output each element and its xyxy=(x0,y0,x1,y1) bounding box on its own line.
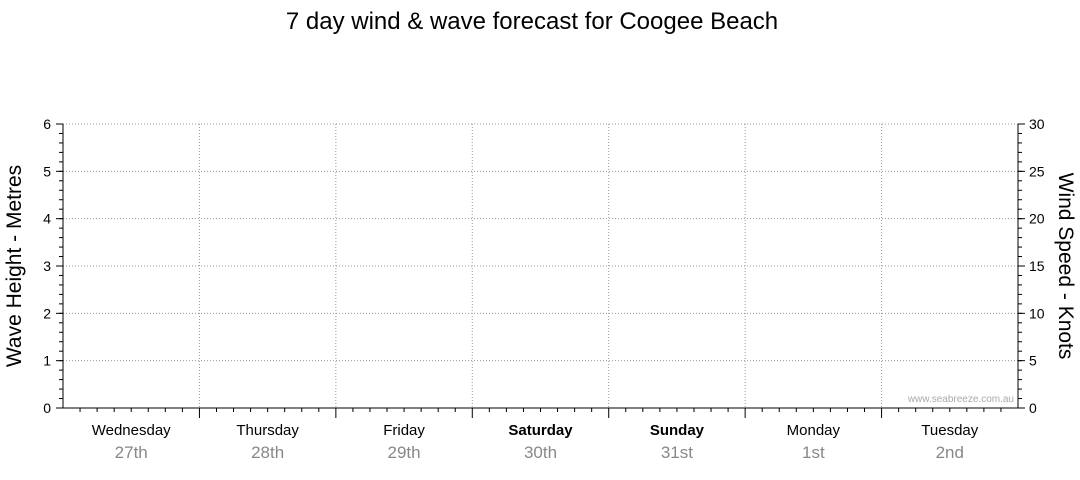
day-name-label: Sunday xyxy=(650,422,705,439)
right-tick-label: 30 xyxy=(1029,116,1045,132)
day-date-label: 27th xyxy=(115,443,148,462)
day-date-label: 1st xyxy=(802,443,825,462)
day-name-label: Tuesday xyxy=(921,422,978,439)
day-name-label: Saturday xyxy=(508,422,573,439)
day-name-label: Wednesday xyxy=(92,422,171,439)
right-tick-label: 0 xyxy=(1029,400,1037,416)
day-name-label: Monday xyxy=(787,422,841,439)
day-date-label: 2nd xyxy=(936,443,964,462)
day-date-label: 31st xyxy=(661,443,693,462)
left-tick-label: 5 xyxy=(43,163,51,179)
left-tick-label: 2 xyxy=(43,305,51,321)
left-tick-label: 0 xyxy=(43,400,51,416)
day-date-label: 29th xyxy=(388,443,421,462)
left-tick-label: 4 xyxy=(43,211,51,227)
right-tick-label: 25 xyxy=(1029,163,1045,179)
day-name-label: Thursday xyxy=(236,422,299,439)
watermark: www.seabreeze.com.au xyxy=(907,394,1014,405)
right-axis-label: Wind Speed - Knots xyxy=(1054,173,1077,360)
axes-layer xyxy=(56,123,1025,418)
day-date-label: 28th xyxy=(251,443,284,462)
left-tick-label: 3 xyxy=(43,258,51,274)
left-tick-label: 6 xyxy=(43,116,51,132)
labels-layer: 0 1 2 3 4 5 6 0 5 10 15 20 25 30 Wednesday 27th Thursday… xyxy=(43,116,1045,462)
left-tick-label: 1 xyxy=(43,353,51,369)
chart-title: 7 day wind & wave forecast for Coogee Be… xyxy=(286,8,778,35)
right-tick-label: 15 xyxy=(1029,258,1045,274)
day-name-label: Friday xyxy=(383,422,425,439)
right-tick-label: 20 xyxy=(1029,211,1045,227)
day-date-label: 30th xyxy=(524,443,557,462)
left-axis-label: Wave Height - Metres xyxy=(3,165,26,367)
right-tick-label: 5 xyxy=(1029,353,1037,369)
grid-layer xyxy=(63,123,1018,408)
right-tick-label: 10 xyxy=(1029,305,1045,321)
